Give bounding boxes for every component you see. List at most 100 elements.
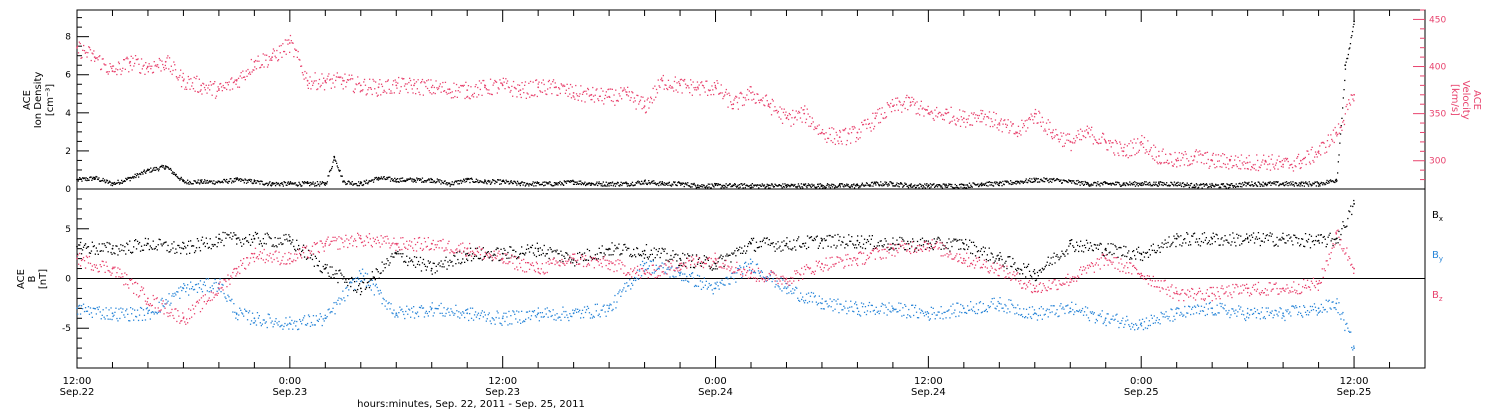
density-point (724, 186, 726, 188)
b-point-bx (927, 240, 929, 242)
b-point-bx (1194, 241, 1197, 243)
b-point-by (149, 318, 151, 320)
density-point (329, 169, 331, 172)
velocity-point (1183, 164, 1186, 166)
velocity-point (1147, 140, 1149, 142)
velocity-point (981, 121, 983, 123)
velocity-point (340, 83, 343, 85)
velocity-point (121, 70, 123, 72)
density-point (524, 182, 526, 184)
density-point (1157, 185, 1159, 187)
velocity-point (1228, 158, 1231, 161)
b-point-bx (302, 244, 305, 246)
velocity-point (795, 110, 797, 112)
density-point (495, 181, 497, 183)
density-point (1223, 185, 1225, 188)
velocity-point (1339, 126, 1341, 129)
density-point (1269, 181, 1271, 183)
b-point-bx (147, 238, 149, 240)
velocity-point (304, 70, 306, 73)
b-point-by (138, 314, 141, 316)
b-point-bx (877, 241, 879, 244)
density-point (744, 187, 746, 189)
b-point-bx (450, 261, 452, 263)
velocity-point (1172, 165, 1174, 167)
density-point (1071, 182, 1073, 184)
velocity-point (226, 88, 228, 91)
velocity-point (1099, 142, 1101, 144)
velocity-point (910, 104, 912, 106)
density-point (782, 183, 784, 185)
velocity-point (171, 73, 173, 75)
b-point-bx (1219, 244, 1221, 246)
velocity-point (1057, 138, 1060, 140)
density-point (861, 184, 863, 186)
density-point (660, 184, 662, 186)
velocity-point (526, 92, 528, 94)
density-point (1055, 179, 1057, 181)
density-point (297, 184, 299, 187)
b-point-bx (258, 243, 260, 245)
b-point-bx (902, 238, 904, 241)
density-point (1119, 184, 1121, 186)
velocity-point (217, 86, 219, 88)
velocity-point (735, 95, 737, 97)
velocity-point (501, 82, 503, 84)
velocity-point (680, 78, 682, 80)
b-point-bx (833, 244, 835, 246)
b-point-bx (220, 241, 222, 243)
b-point-bx (477, 257, 480, 260)
b-point-bx (1023, 263, 1025, 265)
density-point (1110, 184, 1112, 186)
density-point (1020, 181, 1022, 183)
density-point (1205, 184, 1207, 186)
b-point-bx (934, 243, 936, 245)
b-point-bx (203, 242, 205, 244)
velocity-point (976, 114, 979, 117)
density-point (692, 183, 694, 185)
velocity-point (712, 89, 714, 91)
b-point-bx (710, 266, 712, 268)
b-point-bx (970, 252, 972, 254)
density-point (382, 178, 384, 180)
density-point (1177, 181, 1179, 183)
density-point (284, 181, 286, 184)
density-data-point (1344, 64, 1347, 67)
b-point-bx (87, 246, 90, 248)
density-point (593, 184, 595, 186)
density-point (408, 178, 410, 180)
velocity-point (1304, 156, 1306, 159)
b-point-bx (1279, 238, 1281, 240)
velocity-point (797, 112, 799, 114)
density-point (1334, 181, 1336, 184)
b-point-bx (311, 258, 314, 261)
b-point-bx (119, 250, 121, 252)
velocity-point (730, 101, 732, 103)
velocity-point (1277, 168, 1279, 170)
density-point (402, 180, 404, 182)
b-point-bx (823, 238, 825, 240)
density-point (1238, 183, 1240, 185)
velocity-point (489, 78, 492, 80)
density-point (451, 181, 453, 183)
b-point-bx (520, 252, 522, 255)
velocity-point (173, 61, 175, 63)
density-point (1218, 187, 1220, 189)
velocity-point (959, 109, 961, 111)
density-point (847, 183, 849, 186)
b-point-bx (429, 261, 431, 263)
density-point (1134, 185, 1137, 187)
density-point (834, 185, 836, 187)
density-point (309, 185, 311, 187)
density-point (399, 178, 401, 180)
velocity-point (1106, 149, 1108, 151)
density-point (965, 184, 967, 186)
velocity-point (484, 84, 487, 87)
density-point (1175, 184, 1177, 187)
velocity-point (753, 93, 756, 96)
velocity-data-point (466, 89, 469, 91)
density-point (465, 178, 467, 180)
density-point (1351, 35, 1353, 37)
density-point (950, 185, 952, 187)
b-point-bx (1022, 273, 1024, 275)
